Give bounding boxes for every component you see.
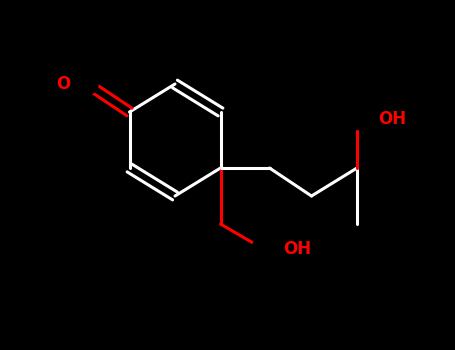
Circle shape [77,74,98,95]
Circle shape [347,108,368,130]
Text: OH: OH [283,239,312,258]
Circle shape [252,238,273,259]
Text: OH: OH [378,110,406,128]
Text: O: O [56,75,70,93]
